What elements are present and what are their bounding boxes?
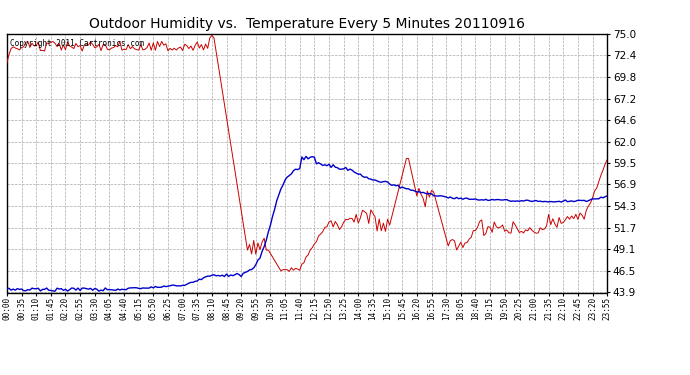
Text: Copyright 2011 Cartronics.com: Copyright 2011 Cartronics.com (10, 39, 144, 48)
Title: Outdoor Humidity vs.  Temperature Every 5 Minutes 20110916: Outdoor Humidity vs. Temperature Every 5… (89, 17, 525, 31)
